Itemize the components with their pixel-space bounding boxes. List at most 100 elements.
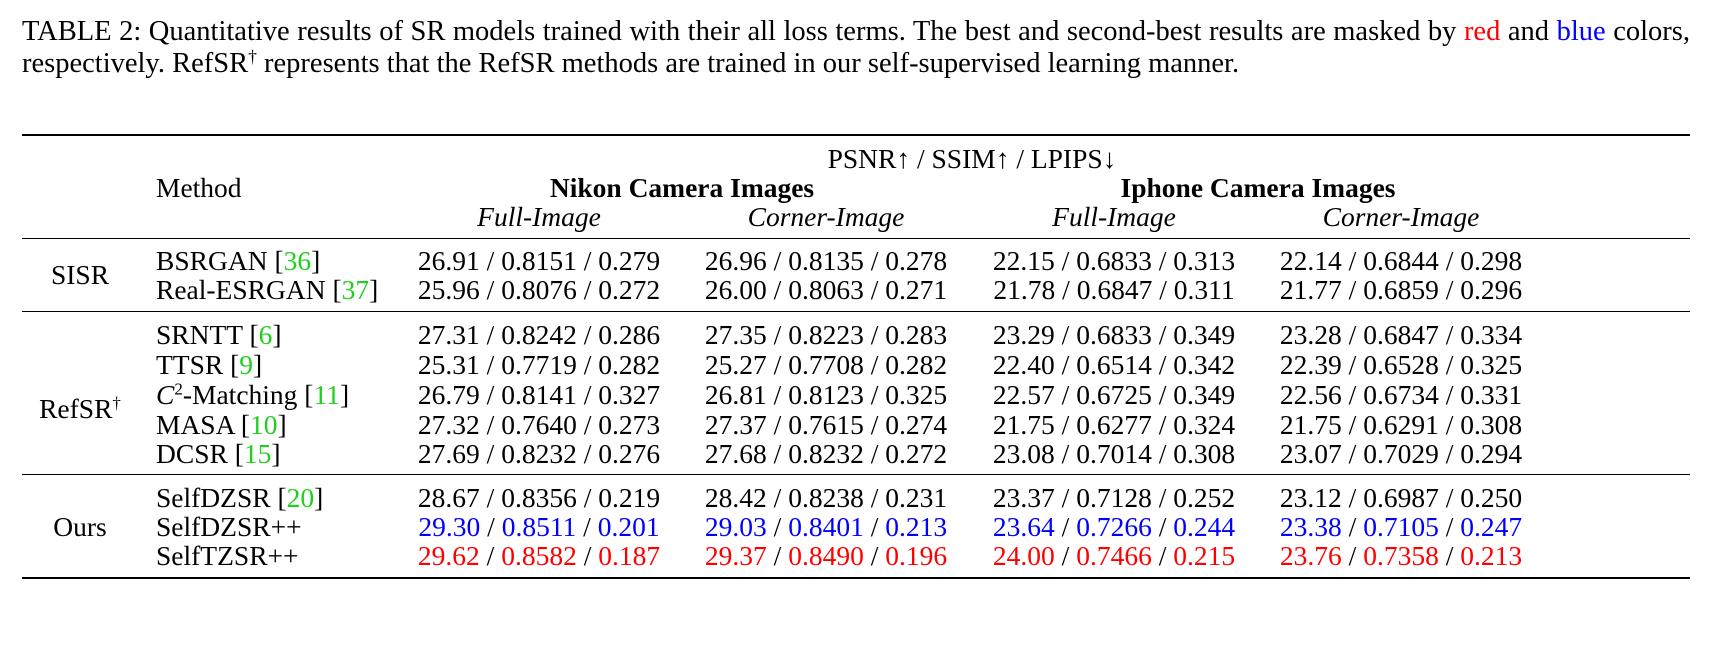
caption-text: TABLE 2: Quantitative results of SR mode… — [22, 16, 1464, 47]
psnr-value: 22.39 — [1279, 349, 1342, 380]
psnr-value: 22.14 — [1279, 245, 1342, 276]
psnr-value: 27.69 — [417, 438, 480, 469]
lpips-value: 0.325 — [885, 379, 948, 410]
result-cell: 27.32 / 0.7640 / 0.273 — [418, 410, 660, 440]
ssim-value: 0.7466 — [1076, 540, 1152, 571]
result-cell: 26.96 / 0.8135 / 0.278 — [705, 246, 947, 276]
section-label: Ours — [53, 512, 106, 542]
value-separator: / — [1054, 245, 1077, 276]
method-name-sup: 2 — [174, 379, 183, 399]
value-separator: / — [863, 245, 886, 276]
lpips-value: 0.271 — [885, 274, 948, 305]
method-name: TTSR — [156, 349, 224, 380]
psnr-value: 28.42 — [704, 482, 767, 513]
psnr-value: 23.76 — [1279, 540, 1342, 571]
citation-link[interactable]: 10 — [250, 409, 278, 440]
citation-link[interactable]: 6 — [258, 319, 273, 350]
value-separator: / — [479, 540, 502, 571]
citation-link[interactable]: 15 — [243, 438, 272, 469]
result-cell: 26.00 / 0.8063 / 0.271 — [705, 275, 947, 305]
value-separator: / — [1341, 540, 1364, 571]
value-separator: / — [576, 319, 599, 350]
psnr-value: 24.00 — [992, 540, 1055, 571]
method-name: -Matching — [182, 379, 298, 410]
result-cell: 23.07 / 0.7029 / 0.294 — [1280, 439, 1522, 469]
result-cell: 22.14 / 0.6844 / 0.298 — [1280, 246, 1522, 276]
section-label: SISR — [51, 260, 109, 290]
caption-dagger: † — [248, 46, 257, 67]
lpips-value: 0.272 — [598, 274, 661, 305]
ssim-value: 0.7105 — [1363, 511, 1439, 542]
citation-link[interactable]: 11 — [313, 379, 340, 410]
method-cell: MASA [10] — [156, 409, 287, 440]
result-cell: 21.75 / 0.6277 / 0.324 — [993, 410, 1235, 440]
value-separator: / — [1054, 319, 1077, 350]
ssim-value: 0.8135 — [788, 245, 864, 276]
psnr-value: 29.03 — [704, 511, 767, 542]
value-separator: / — [1054, 511, 1077, 542]
value-separator: / — [1054, 409, 1077, 440]
result-cell: 22.40 / 0.6514 / 0.342 — [993, 350, 1235, 380]
psnr-value: 23.12 — [1279, 482, 1342, 513]
result-cell: 27.35 / 0.8223 / 0.283 — [705, 320, 947, 350]
value-separator: / — [576, 540, 599, 571]
ssim-value: 0.6833 — [1076, 245, 1152, 276]
citation-link[interactable]: 37 — [341, 274, 370, 305]
value-separator: / — [1438, 319, 1461, 350]
section-label-dagger: † — [112, 393, 121, 413]
value-separator: / — [1341, 511, 1364, 542]
lpips-value: 0.272 — [885, 438, 948, 469]
psnr-value: 26.96 — [704, 245, 767, 276]
ssim-value: 0.7029 — [1363, 438, 1439, 469]
ssim-value: 0.8238 — [788, 482, 864, 513]
group-header-nikon: Nikon Camera Images — [549, 172, 815, 203]
value-separator: / — [863, 540, 886, 571]
result-cell: 28.42 / 0.8238 / 0.231 — [705, 483, 947, 513]
ssim-value: 0.8123 — [788, 379, 864, 410]
psnr-value: 22.40 — [992, 349, 1055, 380]
ssim-value: 0.6291 — [1363, 409, 1439, 440]
subcol-header: Full-Image — [477, 201, 601, 232]
result-cell: 25.31 / 0.7719 / 0.282 — [418, 350, 660, 380]
psnr-value: 23.07 — [1279, 438, 1342, 469]
psnr-value: 22.56 — [1279, 379, 1342, 410]
psnr-value: 22.57 — [992, 379, 1055, 410]
value-separator: / — [1151, 319, 1174, 350]
lpips-value: 0.274 — [885, 409, 948, 440]
result-cell: 28.67 / 0.8356 / 0.219 — [418, 483, 660, 513]
result-cell: 23.29 / 0.6833 / 0.349 — [993, 320, 1235, 350]
result-cell: 21.77 / 0.6859 / 0.296 — [1280, 275, 1522, 305]
value-separator: / — [1151, 409, 1174, 440]
top-rule — [22, 134, 1690, 137]
ssim-value: 0.8063 — [788, 274, 864, 305]
citation-link[interactable]: 20 — [286, 482, 315, 513]
value-separator: / — [1054, 540, 1077, 571]
citation-link[interactable]: 36 — [283, 245, 312, 276]
value-separator: / — [1438, 438, 1461, 469]
ssim-value: 0.6734 — [1363, 379, 1439, 410]
value-separator: / — [1438, 379, 1461, 410]
ssim-value: 0.8401 — [788, 511, 864, 542]
method-cell: SelfDZSR++ — [156, 512, 302, 542]
result-cell: 22.57 / 0.6725 / 0.349 — [993, 380, 1235, 410]
value-separator: / — [1341, 482, 1364, 513]
value-separator: / — [863, 482, 886, 513]
citation-link[interactable]: 9 — [239, 349, 254, 380]
value-separator: / — [1341, 379, 1364, 410]
result-cell: 29.37 / 0.8490 / 0.196 — [705, 541, 947, 571]
psnr-value: 23.37 — [992, 482, 1055, 513]
ssim-value: 0.8223 — [788, 319, 864, 350]
value-separator: / — [479, 319, 502, 350]
psnr-value: 26.00 — [704, 274, 767, 305]
result-cell: 26.81 / 0.8123 / 0.325 — [705, 380, 947, 410]
value-separator: / — [576, 379, 599, 410]
value-separator: / — [576, 245, 599, 276]
result-cell: 22.56 / 0.6734 / 0.331 — [1280, 380, 1522, 410]
value-separator: / — [1151, 349, 1174, 380]
psnr-value: 23.38 — [1279, 511, 1342, 542]
ssim-value: 0.6844 — [1363, 245, 1439, 276]
value-separator: / — [1151, 511, 1174, 542]
ssim-value: 0.8511 — [501, 511, 577, 542]
lpips-value: 0.282 — [598, 349, 661, 380]
lpips-value: 0.349 — [1173, 319, 1236, 350]
